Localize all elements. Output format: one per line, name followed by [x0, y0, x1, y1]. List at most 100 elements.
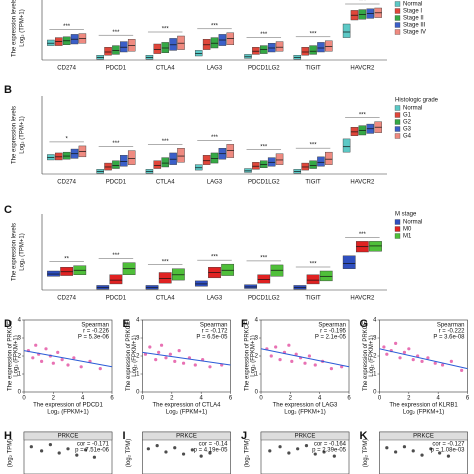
stat-label: P = 5.3e-06	[78, 335, 110, 341]
panel-letter: K	[360, 430, 368, 442]
point	[332, 454, 336, 458]
point	[66, 447, 70, 451]
legend-swatch	[394, 126, 401, 132]
box	[267, 43, 276, 53]
x-tick-label: CD274	[57, 296, 76, 302]
x-tick-label: TIGIT	[305, 66, 321, 72]
y-axis-label: Log₂ (FPKM+1)	[132, 335, 138, 377]
point	[56, 350, 60, 354]
point	[420, 359, 424, 363]
box	[244, 284, 258, 289]
point	[446, 454, 451, 458]
box	[202, 155, 211, 165]
x-tick-label: 4	[436, 396, 440, 402]
point	[411, 449, 415, 453]
box	[325, 151, 333, 165]
legend-swatch	[394, 8, 401, 14]
x-axis-label: The expression of KLRB1	[389, 403, 458, 409]
legend-label: Stage I	[403, 9, 422, 15]
y-tick-label: 4	[18, 318, 22, 324]
point	[440, 363, 445, 367]
x-tick-label: PDCD1LG2	[248, 66, 280, 72]
box	[317, 156, 325, 167]
point	[394, 450, 398, 454]
y-tick-label: 2	[136, 354, 140, 360]
y-axis-label: The expression of PRKCE	[126, 321, 132, 391]
x-axis-label: Log₂ (FPKM+1)	[166, 410, 208, 416]
y-axis-label: Log₂ (FPKM+1)	[251, 335, 257, 377]
legend-swatch	[394, 1, 401, 7]
panel-letter: F	[241, 318, 248, 330]
x-tick-label: 6	[229, 396, 233, 402]
x-axis-label: Log₂ (FPKM+1)	[47, 410, 89, 416]
point	[429, 447, 433, 451]
box	[342, 255, 356, 269]
stat-label: r = -0.222	[439, 329, 466, 335]
y-tick-label: 0	[255, 390, 259, 396]
x-tick-label: LAG3	[207, 296, 223, 302]
point	[51, 361, 55, 365]
significance: ***	[310, 262, 318, 268]
y-tick-label: 3	[18, 336, 22, 342]
point	[157, 350, 161, 354]
point	[155, 444, 159, 448]
point	[329, 367, 333, 371]
point	[208, 451, 212, 455]
box	[62, 151, 71, 160]
box	[293, 285, 307, 290]
box	[350, 126, 359, 136]
significance: ***	[211, 135, 219, 141]
box	[145, 169, 154, 174]
fit-line	[379, 348, 468, 370]
y-axis-label: (log₂ TPM)	[363, 439, 369, 468]
stat-label: cor = -0.127	[432, 442, 465, 448]
point	[146, 447, 150, 451]
point	[199, 454, 203, 458]
panel-letter: C	[4, 204, 12, 216]
point	[268, 449, 272, 453]
point	[274, 345, 278, 349]
y-axis-label: The expression levels	[12, 0, 18, 57]
y-tick-label: 0	[136, 390, 140, 396]
point	[29, 445, 33, 449]
panel-title: PRKCE	[295, 434, 316, 440]
x-tick-label: PDCD1	[106, 66, 127, 72]
legend-label: Normal	[403, 106, 422, 112]
stat-label: Spearman	[318, 323, 346, 329]
x-tick-label: 0	[22, 396, 26, 402]
point	[382, 345, 386, 349]
box	[127, 150, 136, 165]
x-tick-label: LAG3	[207, 180, 223, 186]
box	[244, 168, 252, 173]
legend-label: Stage III	[403, 23, 426, 29]
fit-line	[23, 350, 113, 368]
stat-label: Spearman	[437, 323, 465, 329]
point	[72, 356, 76, 360]
box	[325, 40, 333, 52]
y-axis-label: The expression of PRKCE	[245, 321, 251, 391]
box	[210, 37, 219, 49]
box	[252, 47, 260, 55]
point	[173, 446, 177, 450]
box	[301, 47, 309, 56]
stat-label: r = -0.226	[83, 329, 110, 335]
point	[449, 359, 453, 363]
stat-label: p = 4.19e-05	[194, 448, 229, 454]
box	[145, 285, 159, 290]
point	[164, 356, 168, 360]
stat-label: p = 7.51e-06	[75, 448, 110, 454]
box	[275, 41, 284, 52]
y-tick-label: 1	[18, 372, 22, 378]
point	[181, 361, 186, 365]
point	[385, 352, 389, 356]
x-tick-label: 2	[170, 396, 174, 402]
panel-title: PRKCE	[176, 434, 197, 440]
legend-swatch	[394, 219, 401, 225]
significance: ***	[63, 24, 71, 30]
box	[275, 153, 284, 165]
box	[244, 54, 252, 59]
legend-label: G3	[403, 127, 412, 133]
significance: ***	[112, 253, 120, 259]
box	[210, 152, 219, 164]
significance: *	[65, 136, 68, 142]
